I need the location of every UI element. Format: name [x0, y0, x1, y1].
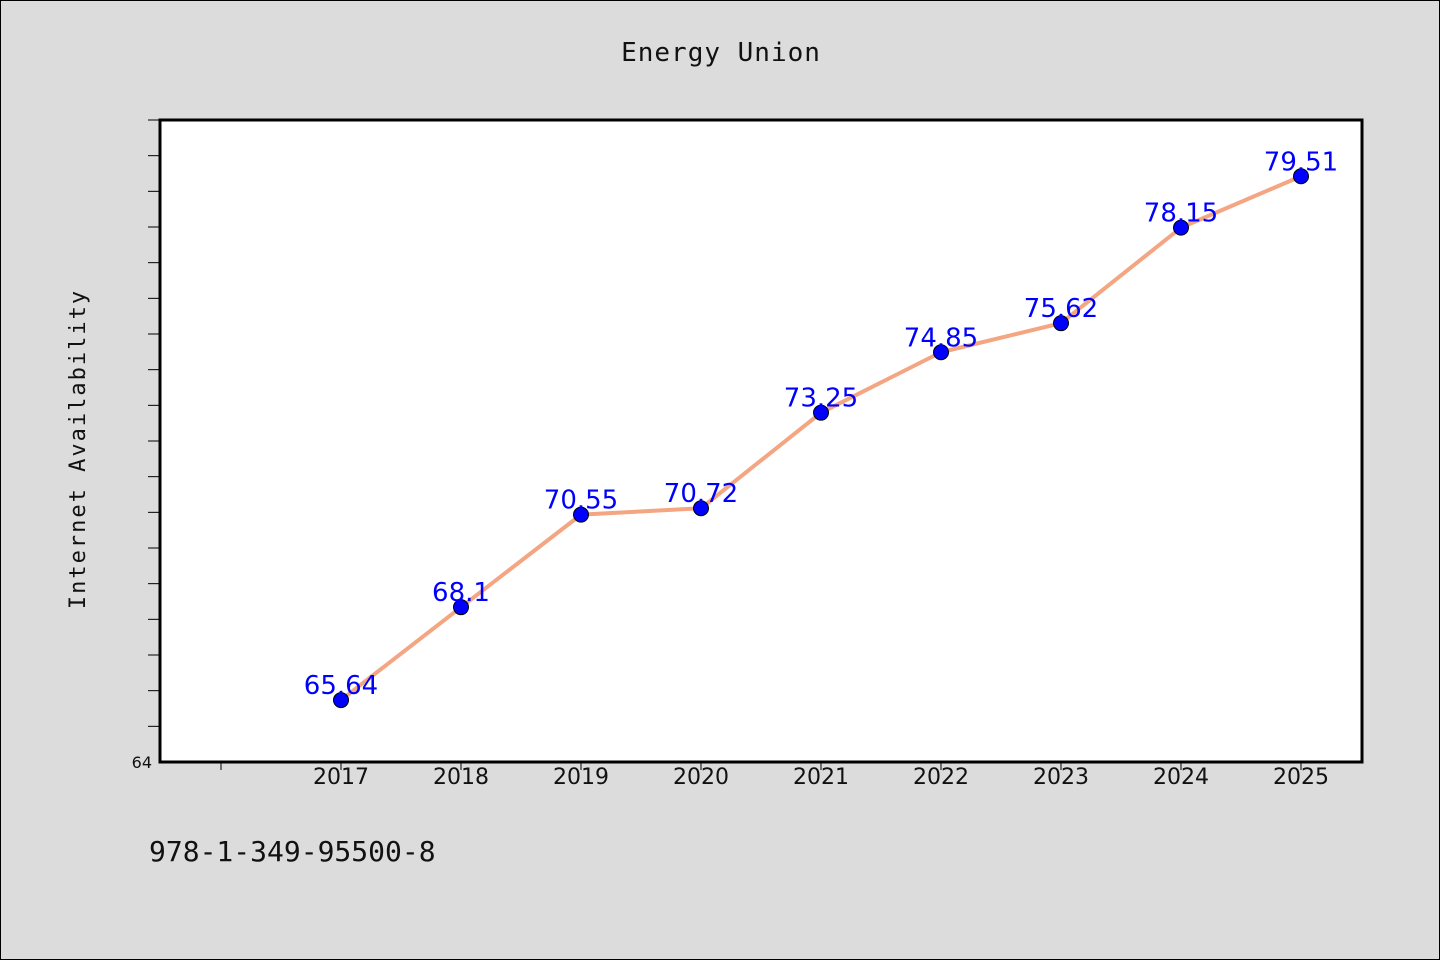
series-points [333, 168, 1309, 709]
x-tick-label: 2018 [433, 765, 489, 790]
data-label: 79.51 [1264, 147, 1338, 177]
data-point [1293, 168, 1309, 185]
data-label: 74.85 [904, 323, 978, 353]
x-axis-ticks: 2017 2018 2019 2020 2021 2022 2023 2024 2025 [220, 762, 1329, 790]
data-point [1053, 315, 1069, 332]
x-tick-label: 2022 [913, 765, 969, 790]
data-point [573, 506, 589, 523]
y-tick-label: 64 [132, 753, 152, 772]
x-tick-label: 2025 [1273, 765, 1329, 790]
x-tick-label: 2023 [1033, 765, 1089, 790]
x-tick-label: 2017 [313, 765, 369, 790]
x-tick-label: 2024 [1153, 765, 1209, 790]
y-axis-ticks: 64 [132, 119, 160, 772]
data-point [1173, 219, 1189, 236]
data-label: 65.64 [304, 671, 378, 701]
isbn-footer: 978-1-349-95500-8 [149, 835, 436, 868]
data-label: 75.62 [1024, 294, 1098, 324]
data-point [813, 404, 829, 421]
data-label: 68.1 [432, 578, 490, 608]
data-label: 70.72 [664, 479, 738, 509]
chart-title: Energy Union [621, 38, 821, 68]
data-point [933, 344, 949, 361]
data-label: 70.55 [544, 486, 618, 516]
data-label: 78.15 [1144, 199, 1218, 229]
data-point [453, 599, 469, 616]
x-tick-label: 2020 [673, 765, 729, 790]
data-label: 73.25 [784, 384, 858, 414]
data-labels: 65.64 68.1 70.55 70.72 73.25 74.85 75.62 78.15 7… [304, 147, 1338, 701]
data-point [693, 500, 709, 517]
x-tick-label: 2021 [793, 765, 849, 790]
plot-area [158, 118, 1364, 764]
data-point [333, 692, 349, 709]
y-axis-label: Internet Availability [66, 289, 91, 609]
x-tick-label: 2019 [553, 765, 609, 790]
